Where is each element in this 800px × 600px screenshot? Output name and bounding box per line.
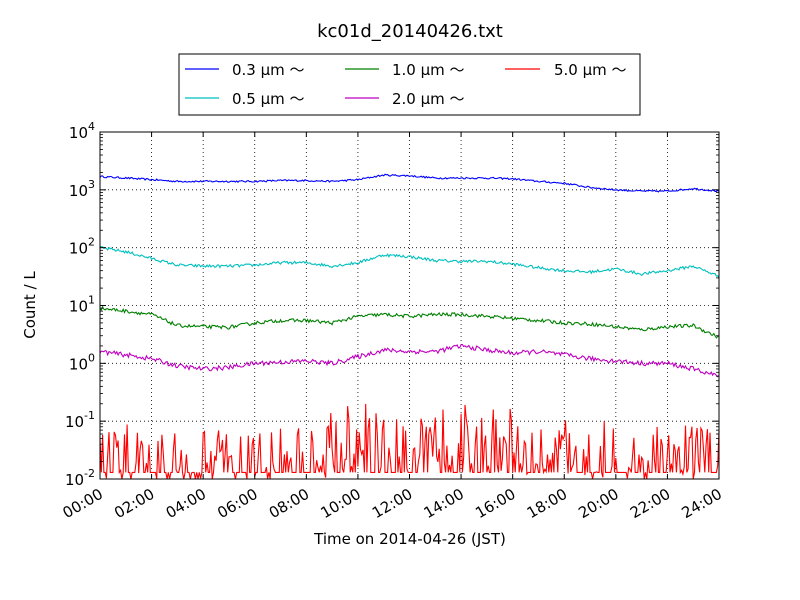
y-tick-label: 103: [69, 178, 95, 200]
series-line-1: [99, 245, 720, 278]
y-tick-label: 10-1: [65, 409, 95, 431]
legend: 0.3 μm ～ 0.5 μm ～ 1.0 μm ～ 2.0 μm ～ 5.0 …: [178, 53, 641, 116]
x-tick-label: 00:00: [60, 485, 106, 522]
x-tick-label: 10:00: [317, 485, 363, 522]
legend-label-1: 0.5 μm ～: [232, 90, 305, 108]
chart-title: kc01d_20140426.txt: [317, 21, 503, 42]
y-tick-label: 102: [69, 236, 95, 258]
x-tick-label: 04:00: [163, 485, 209, 522]
grid: [99, 131, 720, 480]
x-tick-label: 20:00: [575, 485, 621, 522]
legend-label-4: 5.0 μm ～: [554, 61, 627, 79]
x-tick-label: 18:00: [524, 485, 570, 522]
legend-box: [178, 53, 641, 116]
y-tick-label: 100: [69, 351, 95, 373]
y-tick-label: 101: [69, 294, 95, 316]
legend-label-3: 2.0 μm ～: [392, 90, 465, 108]
y-axis-label: Count / L: [21, 271, 39, 339]
y-tick-label: 104: [69, 120, 95, 142]
series-line-2: [99, 305, 720, 339]
x-tick-label: 16:00: [472, 485, 518, 522]
tick-marks: [99, 131, 720, 480]
legend-label-0: 0.3 μm ～: [232, 61, 305, 79]
x-tick-labels: 00:00 02:00 04:00 06:00 08:00 10:00 12:00 14:00…: [60, 485, 725, 522]
x-tick-label: 06:00: [214, 485, 260, 522]
x-tick-label: 02:00: [111, 485, 157, 522]
x-tick-label: 14:00: [421, 485, 467, 522]
series-lines: [99, 173, 720, 480]
y-tick-label: 10-2: [65, 467, 95, 489]
x-tick-label: 08:00: [266, 485, 312, 522]
x-tick-label: 24:00: [679, 485, 725, 522]
y-tick-labels: 10-2 10-1 100 101 102 103 104: [65, 120, 95, 489]
series-line-0: [99, 173, 720, 193]
series-line-3: [99, 343, 720, 378]
x-tick-label: 12:00: [369, 485, 415, 522]
legend-label-2: 1.0 μm ～: [392, 61, 465, 79]
series-line-4: [99, 403, 720, 480]
x-axis-label: Time on 2014-04-26 (JST): [313, 530, 506, 548]
x-tick-label: 22:00: [627, 485, 673, 522]
